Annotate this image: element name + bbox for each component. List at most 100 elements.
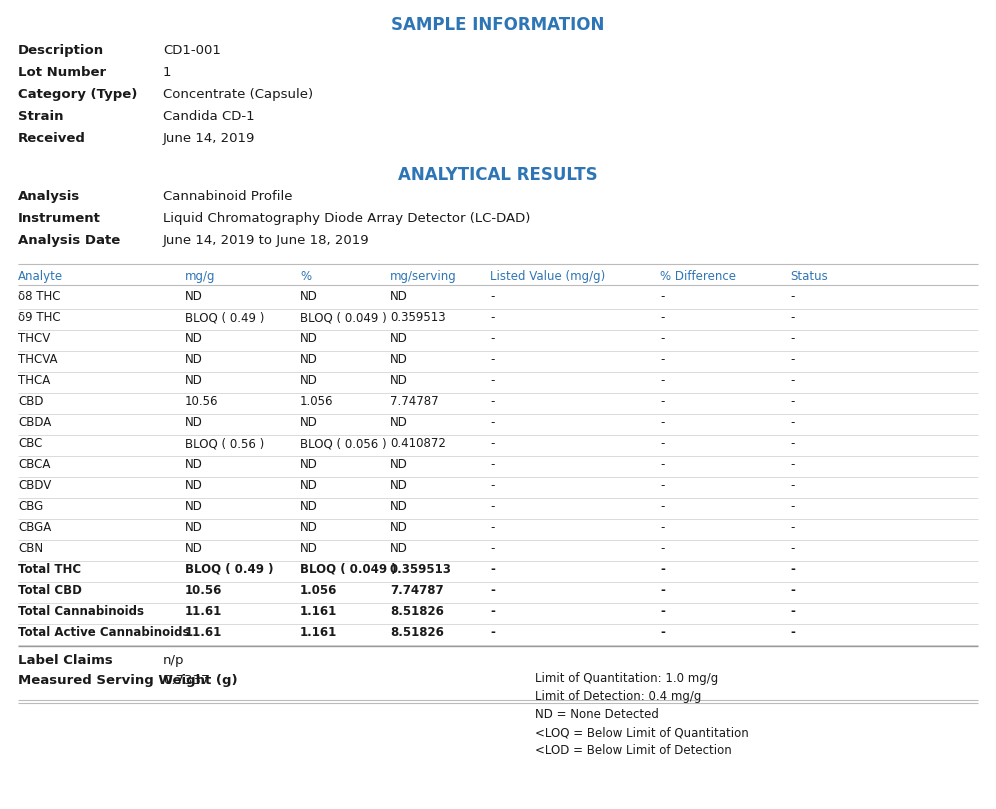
Text: -: - (490, 626, 495, 639)
Text: -: - (660, 416, 664, 429)
Text: -: - (660, 374, 664, 387)
Text: 1.056: 1.056 (300, 584, 338, 597)
Text: n/p: n/p (163, 654, 184, 667)
Text: 11.61: 11.61 (185, 626, 222, 639)
Text: BLOQ ( 0.49 ): BLOQ ( 0.49 ) (185, 311, 264, 324)
Text: 1.161: 1.161 (300, 605, 338, 618)
Text: Analysis: Analysis (18, 190, 81, 203)
Text: -: - (790, 458, 795, 471)
Text: 10.56: 10.56 (185, 395, 218, 408)
Text: -: - (790, 626, 795, 639)
Text: -: - (490, 521, 494, 534)
Text: -: - (660, 542, 664, 555)
Text: CBG: CBG (18, 500, 43, 513)
Text: -: - (790, 500, 795, 513)
Text: -: - (490, 290, 494, 303)
Text: ND: ND (185, 290, 203, 303)
Text: -: - (490, 563, 495, 576)
Text: <LOD = Below Limit of Detection: <LOD = Below Limit of Detection (535, 744, 732, 757)
Text: ND: ND (390, 521, 408, 534)
Text: -: - (790, 437, 795, 450)
Text: -: - (660, 605, 665, 618)
Text: -: - (790, 584, 795, 597)
Text: -: - (790, 353, 795, 366)
Text: ND: ND (300, 290, 318, 303)
Text: ND: ND (390, 374, 408, 387)
Text: ND: ND (300, 332, 318, 345)
Text: -: - (660, 626, 665, 639)
Text: -: - (790, 374, 795, 387)
Text: -: - (490, 374, 494, 387)
Text: 0.410872: 0.410872 (390, 437, 446, 450)
Text: %: % (300, 270, 311, 283)
Text: THCA: THCA (18, 374, 50, 387)
Text: -: - (490, 479, 494, 492)
Text: 1.161: 1.161 (300, 626, 338, 639)
Text: mg/serving: mg/serving (390, 270, 457, 283)
Text: -: - (790, 290, 795, 303)
Text: 0.359513: 0.359513 (390, 311, 445, 324)
Text: -: - (660, 521, 664, 534)
Text: ND: ND (300, 458, 318, 471)
Text: Received: Received (18, 132, 86, 145)
Text: -: - (490, 500, 494, 513)
Text: -: - (660, 500, 664, 513)
Text: ND: ND (390, 479, 408, 492)
Text: -: - (490, 437, 494, 450)
Text: Total Active Cannabinoids: Total Active Cannabinoids (18, 626, 189, 639)
Text: ND: ND (300, 479, 318, 492)
Text: Analyte: Analyte (18, 270, 63, 283)
Text: ND: ND (185, 521, 203, 534)
Text: CBDA: CBDA (18, 416, 51, 429)
Text: -: - (660, 332, 664, 345)
Text: -: - (790, 605, 795, 618)
Text: -: - (790, 332, 795, 345)
Text: -: - (790, 563, 795, 576)
Text: CBC: CBC (18, 437, 43, 450)
Text: -: - (660, 395, 664, 408)
Text: δ9 THC: δ9 THC (18, 311, 61, 324)
Text: -: - (490, 416, 494, 429)
Text: ND: ND (390, 353, 408, 366)
Text: CBDV: CBDV (18, 479, 51, 492)
Text: 0.359513: 0.359513 (390, 563, 452, 576)
Text: ND: ND (185, 416, 203, 429)
Text: -: - (790, 416, 795, 429)
Text: -: - (490, 542, 494, 555)
Text: ANALYTICAL RESULTS: ANALYTICAL RESULTS (398, 166, 598, 184)
Text: -: - (790, 395, 795, 408)
Text: Total THC: Total THC (18, 563, 81, 576)
Text: Category (Type): Category (Type) (18, 88, 137, 101)
Text: ND: ND (185, 332, 203, 345)
Text: -: - (490, 311, 494, 324)
Text: Cannabinoid Profile: Cannabinoid Profile (163, 190, 293, 203)
Text: BLOQ ( 0.049 ): BLOQ ( 0.049 ) (300, 563, 396, 576)
Text: THCV: THCV (18, 332, 50, 345)
Text: ND: ND (300, 416, 318, 429)
Text: -: - (790, 521, 795, 534)
Text: Analysis Date: Analysis Date (18, 234, 121, 247)
Text: CBN: CBN (18, 542, 43, 555)
Text: -: - (790, 311, 795, 324)
Text: ND: ND (185, 542, 203, 555)
Text: ND: ND (185, 479, 203, 492)
Text: BLOQ ( 0.49 ): BLOQ ( 0.49 ) (185, 563, 274, 576)
Text: -: - (790, 542, 795, 555)
Text: CBGA: CBGA (18, 521, 51, 534)
Text: -: - (660, 563, 665, 576)
Text: ND: ND (185, 353, 203, 366)
Text: 11.61: 11.61 (185, 605, 222, 618)
Text: -: - (490, 584, 495, 597)
Text: 1: 1 (163, 66, 171, 79)
Text: ND: ND (300, 542, 318, 555)
Text: -: - (660, 584, 665, 597)
Text: ND: ND (185, 458, 203, 471)
Text: June 14, 2019 to June 18, 2019: June 14, 2019 to June 18, 2019 (163, 234, 370, 247)
Text: -: - (490, 395, 494, 408)
Text: ND: ND (185, 374, 203, 387)
Text: ND: ND (390, 416, 408, 429)
Text: -: - (490, 332, 494, 345)
Text: mg/g: mg/g (185, 270, 215, 283)
Text: 10.56: 10.56 (185, 584, 222, 597)
Text: Liquid Chromatography Diode Array Detector (LC-DAD): Liquid Chromatography Diode Array Detect… (163, 212, 531, 225)
